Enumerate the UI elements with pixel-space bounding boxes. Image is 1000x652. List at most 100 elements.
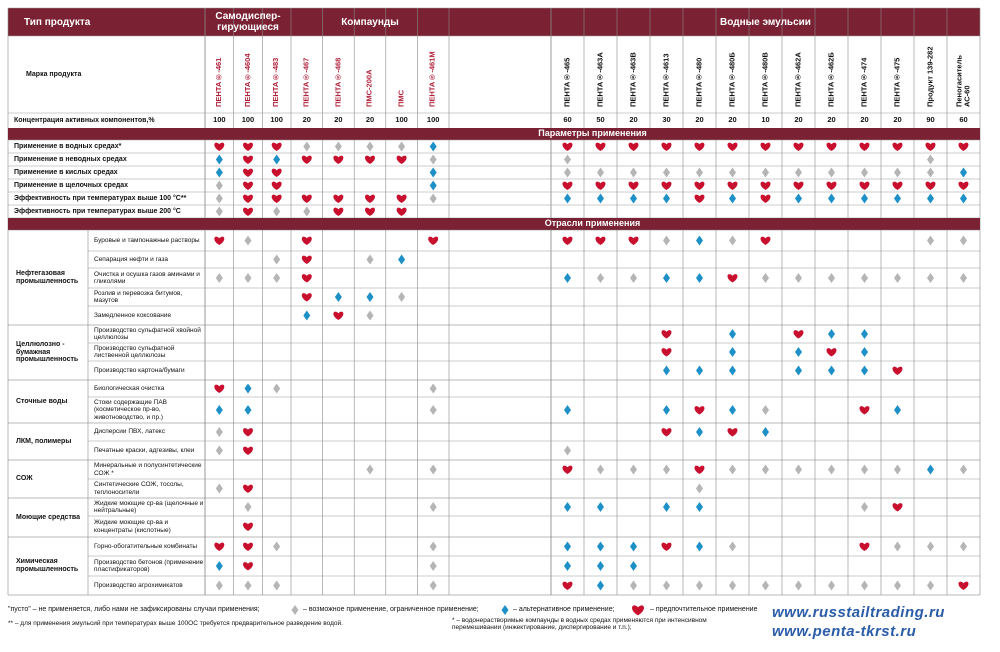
heart-mark	[859, 542, 870, 551]
heart-mark	[632, 605, 644, 616]
legend-text: – альтернативное применение;	[513, 606, 615, 613]
diamond-mark	[366, 310, 374, 321]
diamond-mark	[729, 405, 736, 415]
concentration: 20	[860, 115, 869, 125]
heart-mark	[859, 406, 870, 415]
diamond-mark	[334, 141, 342, 152]
diamond-mark	[861, 580, 868, 591]
heart-mark	[727, 428, 738, 437]
heart-mark	[243, 142, 253, 151]
diamond-mark	[398, 292, 406, 302]
diamond-mark	[861, 273, 868, 283]
product-name: ПЕНТА®-480	[694, 57, 704, 107]
diamond-mark	[244, 235, 252, 246]
application-label: Очистка и осушка газов аминами и гликоля…	[94, 270, 200, 285]
diamond-mark	[762, 427, 769, 437]
heart-mark	[892, 366, 903, 375]
diamond-mark	[861, 502, 868, 512]
diamond-mark	[729, 347, 736, 357]
heart-mark	[892, 142, 903, 151]
diamond-mark	[366, 292, 374, 302]
section-band	[8, 218, 980, 230]
group-title: Водные эмульсии	[720, 16, 811, 28]
diamond-mark	[729, 167, 736, 178]
concentration: 20	[827, 115, 836, 125]
diamond-mark	[334, 292, 342, 302]
heart-mark	[428, 236, 439, 245]
diamond-mark	[244, 273, 252, 283]
heart-mark	[562, 181, 573, 190]
heart-mark	[243, 522, 253, 531]
heart-mark	[793, 142, 804, 151]
diamond-mark	[215, 405, 223, 415]
product-name: ПМС-200А	[364, 69, 374, 107]
industry-name: СОЖ	[16, 475, 33, 483]
diamond-mark	[927, 273, 934, 283]
legend-text: "пусто" – не применяется, либо нами не з…	[8, 606, 260, 613]
heart-mark	[694, 181, 705, 190]
diamond-mark	[828, 167, 835, 178]
diamond-mark	[597, 464, 604, 475]
diamond-mark	[597, 167, 604, 178]
diamond-mark	[861, 464, 868, 475]
diamond-mark	[215, 167, 223, 178]
diamond-mark	[894, 405, 901, 415]
diamond-mark	[429, 154, 437, 165]
diamond-mark	[273, 273, 281, 283]
heart-mark	[214, 384, 225, 393]
diamond-mark	[429, 464, 437, 475]
diamond-mark	[828, 365, 835, 376]
application-label: Производство картона/бумаги	[94, 366, 185, 374]
heart-mark	[562, 465, 573, 474]
application-label: Сепарация нефти и газа	[94, 255, 168, 263]
industry-name: ЛКМ, полимеры	[16, 437, 72, 445]
application-label: Производство бетонов (применение пластиф…	[94, 558, 204, 573]
heart-mark	[214, 542, 225, 551]
concentration: 90	[926, 115, 935, 125]
diamond-mark	[729, 541, 736, 552]
application-label: Розлив и перевозка битумов, мазутов	[94, 289, 183, 304]
diamond-mark	[564, 445, 571, 456]
diamond-mark	[215, 580, 223, 591]
application-label: Дисперсии ПВХ, латекс	[94, 428, 165, 436]
heart-mark	[694, 194, 705, 203]
application-label: Стоки содержащие ПАВ (косметическое пр-в…	[94, 399, 168, 421]
diamond-mark	[215, 445, 223, 456]
concentration: 20	[334, 115, 343, 125]
diamond-mark	[429, 141, 437, 152]
diamond-mark	[273, 206, 281, 217]
diamond-mark	[663, 193, 670, 204]
heart-mark	[562, 142, 573, 151]
diamond-mark	[564, 561, 571, 571]
diamond-mark	[663, 502, 670, 512]
concentration: 20	[365, 115, 375, 125]
heart-mark	[243, 428, 253, 437]
heart-mark	[628, 142, 639, 151]
heart-mark	[562, 581, 573, 590]
heart-mark	[694, 465, 705, 474]
diamond-mark	[960, 464, 967, 475]
product-name: ПЕНТА®-483	[271, 57, 281, 107]
diamond-mark	[429, 541, 437, 552]
diamond-mark	[597, 273, 604, 283]
heart-mark	[793, 330, 804, 339]
application-label: Печатные краски, адгезивы, клеи	[94, 446, 195, 454]
application-label: Минеральные и полусинтетические СОЖ *	[94, 462, 202, 477]
application-label: Производство сульфатной лиственной целлю…	[94, 344, 175, 359]
diamond-mark	[564, 273, 571, 283]
heart-mark	[271, 142, 282, 151]
diamond-mark	[927, 235, 934, 246]
legend-text: – возможное применение, ограниченное при…	[303, 606, 479, 613]
diamond-mark	[273, 154, 281, 165]
parameter-label: Применение в кислых средах	[14, 168, 118, 176]
heart-mark	[727, 274, 738, 283]
diamond-mark	[762, 464, 769, 475]
diamond-mark	[762, 580, 769, 591]
heart-mark	[243, 484, 253, 493]
footnote: ** – для применения эмульсий при темпера…	[8, 620, 343, 627]
heart-mark	[301, 155, 312, 164]
heart-mark	[214, 236, 225, 245]
heart-mark	[826, 348, 837, 357]
diamond-mark	[564, 154, 571, 165]
